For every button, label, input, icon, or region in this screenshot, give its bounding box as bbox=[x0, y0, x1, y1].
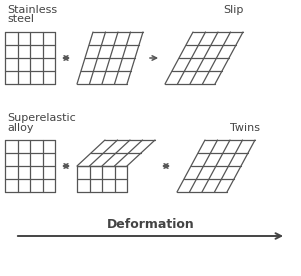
Text: Twins: Twins bbox=[230, 123, 260, 133]
Text: Superelastic: Superelastic bbox=[7, 113, 76, 123]
Text: Deformation: Deformation bbox=[107, 218, 194, 231]
Text: Stainless: Stainless bbox=[7, 5, 57, 15]
Text: alloy: alloy bbox=[7, 123, 33, 133]
Text: Slip: Slip bbox=[223, 5, 243, 15]
Text: steel: steel bbox=[7, 14, 34, 24]
